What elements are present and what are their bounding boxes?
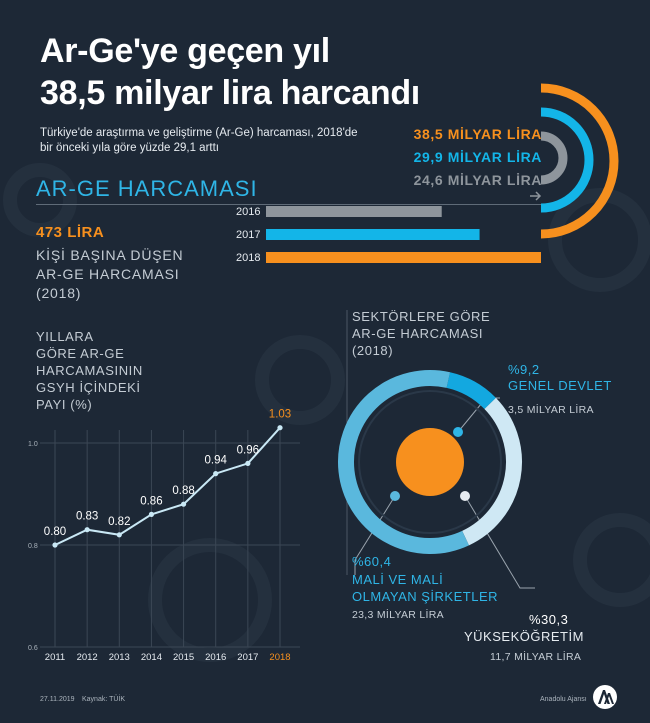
- slice-pct-genel-devlet: %9,2: [508, 362, 540, 377]
- line-title-line-5: PAYI (%): [36, 397, 93, 412]
- bar-2018: [266, 252, 541, 263]
- data-label: 0.94: [205, 455, 228, 467]
- leader-sirketler: [354, 495, 396, 575]
- arrow-icon: [530, 191, 542, 201]
- per-capita-label-line-3: (2018): [36, 285, 82, 301]
- x-tick-label: 2016: [205, 652, 226, 663]
- slice-pct-yuksekogretim: %30,3: [529, 612, 569, 627]
- donut-title-line-2: AR-GE HARCAMASI: [352, 326, 484, 341]
- data-label: 0.86: [140, 495, 162, 507]
- donut-center: [396, 428, 464, 496]
- slice-sub-yuksekogretim: 11,7 MİLYAR LİRA: [490, 651, 582, 663]
- donut-slice: [446, 372, 496, 410]
- title-line-1: Ar-Ge'ye geçen yıl: [40, 32, 330, 70]
- footer-source: Kaynak: TÜİK: [82, 696, 126, 703]
- title-line-2: 38,5 milyar lira harcandı: [40, 74, 420, 112]
- donut-slice: [338, 370, 469, 554]
- line-title-line-2: GÖRE AR-GE: [36, 346, 125, 361]
- bar-2017: [266, 229, 480, 240]
- line-title-line-3: HARCAMASININ: [36, 363, 143, 378]
- spending-section-title: AR-GE HARCAMASI: [36, 176, 258, 201]
- data-label: 0.82: [108, 516, 130, 528]
- bar-value-label-2017: 29,9 MİLYAR LİRA: [413, 149, 542, 165]
- per-capita-label-line-1: KİŞİ BAŞINA DÜŞEN: [36, 247, 184, 263]
- bar-curve-2017: [540, 107, 594, 213]
- section-divider: [36, 204, 541, 205]
- x-tick-label: 2012: [77, 652, 98, 663]
- line-title-line-4: GSYH İÇİNDEKİ: [36, 380, 141, 395]
- donut-chart-title: SEKTÖRLERE GÖRE AR-GE HARCAMASI (2018): [352, 308, 490, 359]
- slice-name-genel-devlet: GENEL DEVLET: [508, 378, 612, 393]
- subtitle-line-2: bir önceki yıla göre yüzde 29,1 arttı: [40, 142, 219, 154]
- data-label: 0.80: [44, 526, 66, 538]
- slice-name-sirketler-2: OLMAYAN ŞİRKETLER: [352, 589, 498, 604]
- slice-pct-sirketler: %60,4: [352, 554, 392, 569]
- y-tick-label: 0.6: [28, 645, 38, 652]
- data-point: [213, 471, 219, 477]
- y-tick-label: 1.0: [28, 441, 38, 448]
- spending-bar-chart: [266, 83, 619, 263]
- bar-value-label-2016: 24,6 MİLYAR LİRA: [413, 172, 542, 188]
- donut-title-line-3: (2018): [352, 343, 394, 358]
- slice-sub-sirketler: 23,3 MİLYAR LİRA: [352, 609, 444, 621]
- data-label: 0.96: [237, 444, 259, 456]
- data-label: 0.83: [76, 511, 98, 523]
- per-capita-value: 473 LİRA: [36, 224, 105, 241]
- line-chart-title: YILLARA GÖRE AR-GE HARCAMASININ GSYH İÇİ…: [36, 328, 143, 413]
- page-title: Ar-Ge'ye geçen yıl 38,5 milyar lira harc…: [40, 30, 420, 114]
- data-point: [84, 527, 90, 533]
- line-title-line-1: YILLARA: [36, 329, 94, 344]
- footer-agency: Anadolu Ajansı: [540, 696, 587, 703]
- data-point: [52, 542, 58, 548]
- bar-curve-2016: [540, 131, 568, 185]
- marker-yuksekogretim: [460, 491, 470, 501]
- per-capita-label: KİŞİ BAŞINA DÜŞEN AR-GE HARCAMASI (2018): [36, 246, 183, 303]
- bar-value-label-2018: 38,5 MİLYAR LİRA: [413, 126, 542, 142]
- x-tick-label: 2013: [109, 652, 130, 663]
- data-point: [245, 460, 251, 466]
- data-point: [180, 501, 187, 507]
- slice-sub-genel-devlet: 3,5 MİLYAR LİRA: [508, 404, 594, 416]
- bar-curve-2018: [540, 83, 619, 239]
- donut-title-line-1: SEKTÖRLERE GÖRE: [352, 309, 491, 324]
- bar-2016: [266, 206, 442, 217]
- marker-genel-devlet: [453, 427, 463, 437]
- slice-name-yuksekogretim: YÜKSEKÖĞRETİM: [464, 629, 584, 644]
- donut-inner-ring: [358, 390, 502, 534]
- data-point: [148, 511, 155, 517]
- x-tick-label: 2011: [45, 652, 65, 663]
- subtitle-line-1: Türkiye'de araştırma ve geliştirme (Ar-G…: [40, 127, 358, 139]
- x-tick-label: 2014: [141, 652, 162, 663]
- series-line: [54, 427, 281, 546]
- footer-date: 27.11.2019: [40, 696, 75, 703]
- anadolu-logo-icon: [593, 685, 617, 709]
- x-tick-label: 2015: [173, 652, 194, 663]
- data-label: 1.03: [269, 409, 291, 421]
- marker-sirketler: [390, 491, 400, 501]
- slice-name-sirketler-1: MALİ VE MALİ: [352, 572, 444, 587]
- bar-year-label-2016: 2016: [236, 206, 261, 218]
- data-point: [116, 532, 122, 538]
- donut-slice: [461, 397, 522, 546]
- page-subtitle: Türkiye'de araştırma ve geliştirme (Ar-G…: [40, 126, 370, 156]
- data-label: 0.88: [172, 485, 194, 497]
- bar-year-label-2018: 2018: [236, 252, 261, 264]
- x-tick-label: 2017: [237, 652, 258, 663]
- data-point: [277, 425, 283, 431]
- x-tick-label: 2018: [269, 652, 290, 663]
- y-tick-label: 0.8: [28, 543, 38, 550]
- bar-year-label-2017: 2017: [236, 229, 261, 241]
- per-capita-label-line-2: AR-GE HARCAMASI: [36, 266, 180, 282]
